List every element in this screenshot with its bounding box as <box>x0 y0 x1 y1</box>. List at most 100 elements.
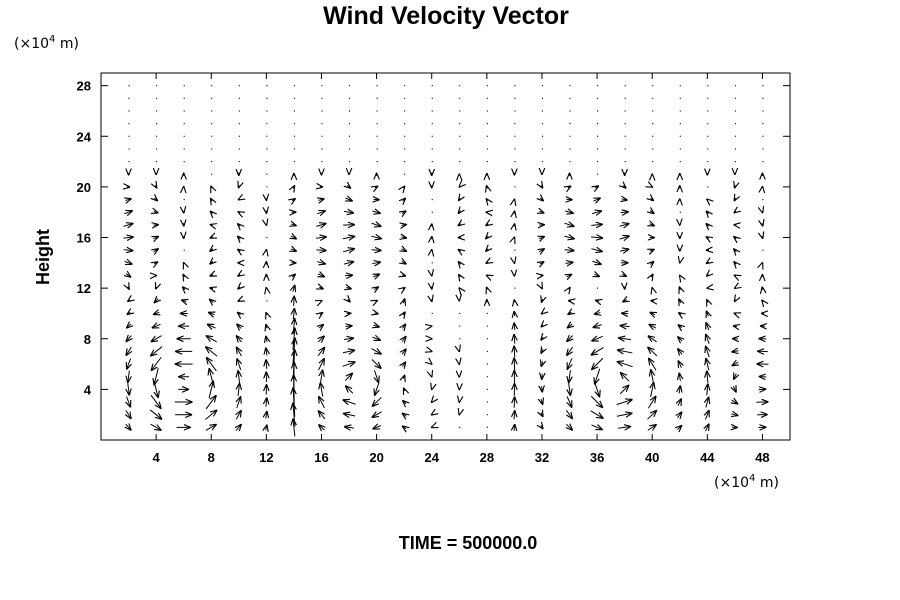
vector-arrow <box>541 337 544 340</box>
vector-arrow <box>651 198 654 201</box>
vector-arrow <box>594 313 600 315</box>
vector-arrow <box>431 427 432 428</box>
vector-arrow <box>618 426 631 428</box>
vector-arrow <box>565 262 574 263</box>
vector-arrow <box>650 249 655 251</box>
vector-arrow <box>706 311 708 317</box>
vector-arrow <box>648 358 657 371</box>
vector-arrow <box>318 336 324 342</box>
vector-arrow <box>619 236 630 239</box>
vector-arrow <box>402 261 407 264</box>
vector-arrow <box>651 369 654 385</box>
vector-arrow <box>403 186 405 188</box>
vector-arrow <box>402 400 406 403</box>
vector-arrow <box>237 358 241 371</box>
vector-arrow <box>514 237 515 239</box>
y-tick-label: 24 <box>77 129 92 144</box>
vector-arrow <box>127 300 130 302</box>
x-tick-label: 40 <box>645 450 659 465</box>
vector-arrow <box>541 299 542 303</box>
y-tick-label: 20 <box>77 180 91 195</box>
y-unit-prefix: (×10 <box>14 36 49 52</box>
vector-arrow <box>567 396 572 407</box>
vector-arrow <box>374 382 378 396</box>
vector-arrow <box>150 423 162 430</box>
vector-arrow <box>266 347 267 356</box>
vector-arrow <box>372 211 380 213</box>
vector-arrow <box>126 346 131 356</box>
vector-arrow <box>266 359 267 369</box>
vector-arrow <box>621 313 628 314</box>
vector-arrow <box>321 300 323 301</box>
vector-arrow <box>732 362 739 366</box>
vector-arrow <box>346 326 353 327</box>
vector-arrow <box>567 358 572 369</box>
vector-arrow <box>734 211 736 213</box>
vector-arrow <box>706 199 708 201</box>
vector-arrow <box>317 347 325 357</box>
vector-arrow <box>616 413 632 416</box>
vector-arrow <box>206 357 217 372</box>
vector-arrow <box>123 250 134 251</box>
vector-arrow <box>706 211 709 214</box>
vector-arrow <box>266 336 267 342</box>
vector-arrow <box>210 237 213 238</box>
vector-arrow <box>650 224 655 226</box>
vector-arrow <box>514 346 515 358</box>
vector-arrow <box>402 211 407 214</box>
vector-arrow <box>316 223 326 226</box>
vector-arrow <box>514 311 515 316</box>
vector-arrow <box>153 236 159 239</box>
vector-arrow <box>236 347 241 357</box>
vector-arrow <box>236 335 241 342</box>
vector-arrow <box>238 212 240 213</box>
vector-arrow <box>514 211 515 214</box>
vector-arrow <box>593 381 599 397</box>
vector-arrow <box>431 300 432 303</box>
vector-arrow <box>542 386 543 392</box>
vector-arrow <box>210 261 213 264</box>
vector-arrow <box>566 336 572 342</box>
vector-arrow <box>591 211 602 214</box>
vector-arrow <box>238 370 240 384</box>
vector-arrow <box>123 237 133 238</box>
vector-arrow <box>590 410 604 419</box>
vector-arrow <box>762 300 764 302</box>
vector-arrow <box>486 198 488 200</box>
vector-arrow <box>595 186 599 188</box>
vector-arrow <box>620 326 630 327</box>
vector-arrow <box>707 299 708 302</box>
vector-arrow <box>514 223 515 226</box>
vector-arrow <box>123 223 134 226</box>
vector-arrow <box>371 223 382 226</box>
x-tick-label: 36 <box>590 450 604 465</box>
vector-arrow <box>318 199 324 201</box>
vector-arrow <box>591 336 603 341</box>
vector-arrow <box>762 211 763 213</box>
x-tick-label: 16 <box>314 450 328 465</box>
vector-arrow <box>237 223 240 226</box>
x-tick-label: 44 <box>700 450 715 465</box>
vector-arrow <box>706 397 709 408</box>
vector-arrow <box>458 224 461 226</box>
vector-arrow <box>590 237 603 238</box>
vector-arrow <box>402 336 406 341</box>
vector-arrow <box>622 199 628 200</box>
vector-arrow <box>344 338 354 339</box>
vector-arrow <box>678 360 681 367</box>
vector-arrow <box>319 396 325 409</box>
vector-arrow <box>402 349 406 354</box>
vector-arrow <box>458 261 460 264</box>
vector-arrow <box>237 236 240 239</box>
vector-arrow <box>128 287 130 290</box>
vector-arrow <box>541 313 543 314</box>
vector-arrow <box>762 236 763 239</box>
vector-arrow <box>540 211 545 213</box>
vector-arrow <box>319 287 323 289</box>
vector-arrow <box>183 274 185 277</box>
vector-arrow <box>154 262 158 264</box>
vector-arrow <box>266 397 267 407</box>
vector-arrow <box>569 370 571 383</box>
vector-arrow <box>594 274 600 276</box>
vector-arrow <box>652 287 653 289</box>
